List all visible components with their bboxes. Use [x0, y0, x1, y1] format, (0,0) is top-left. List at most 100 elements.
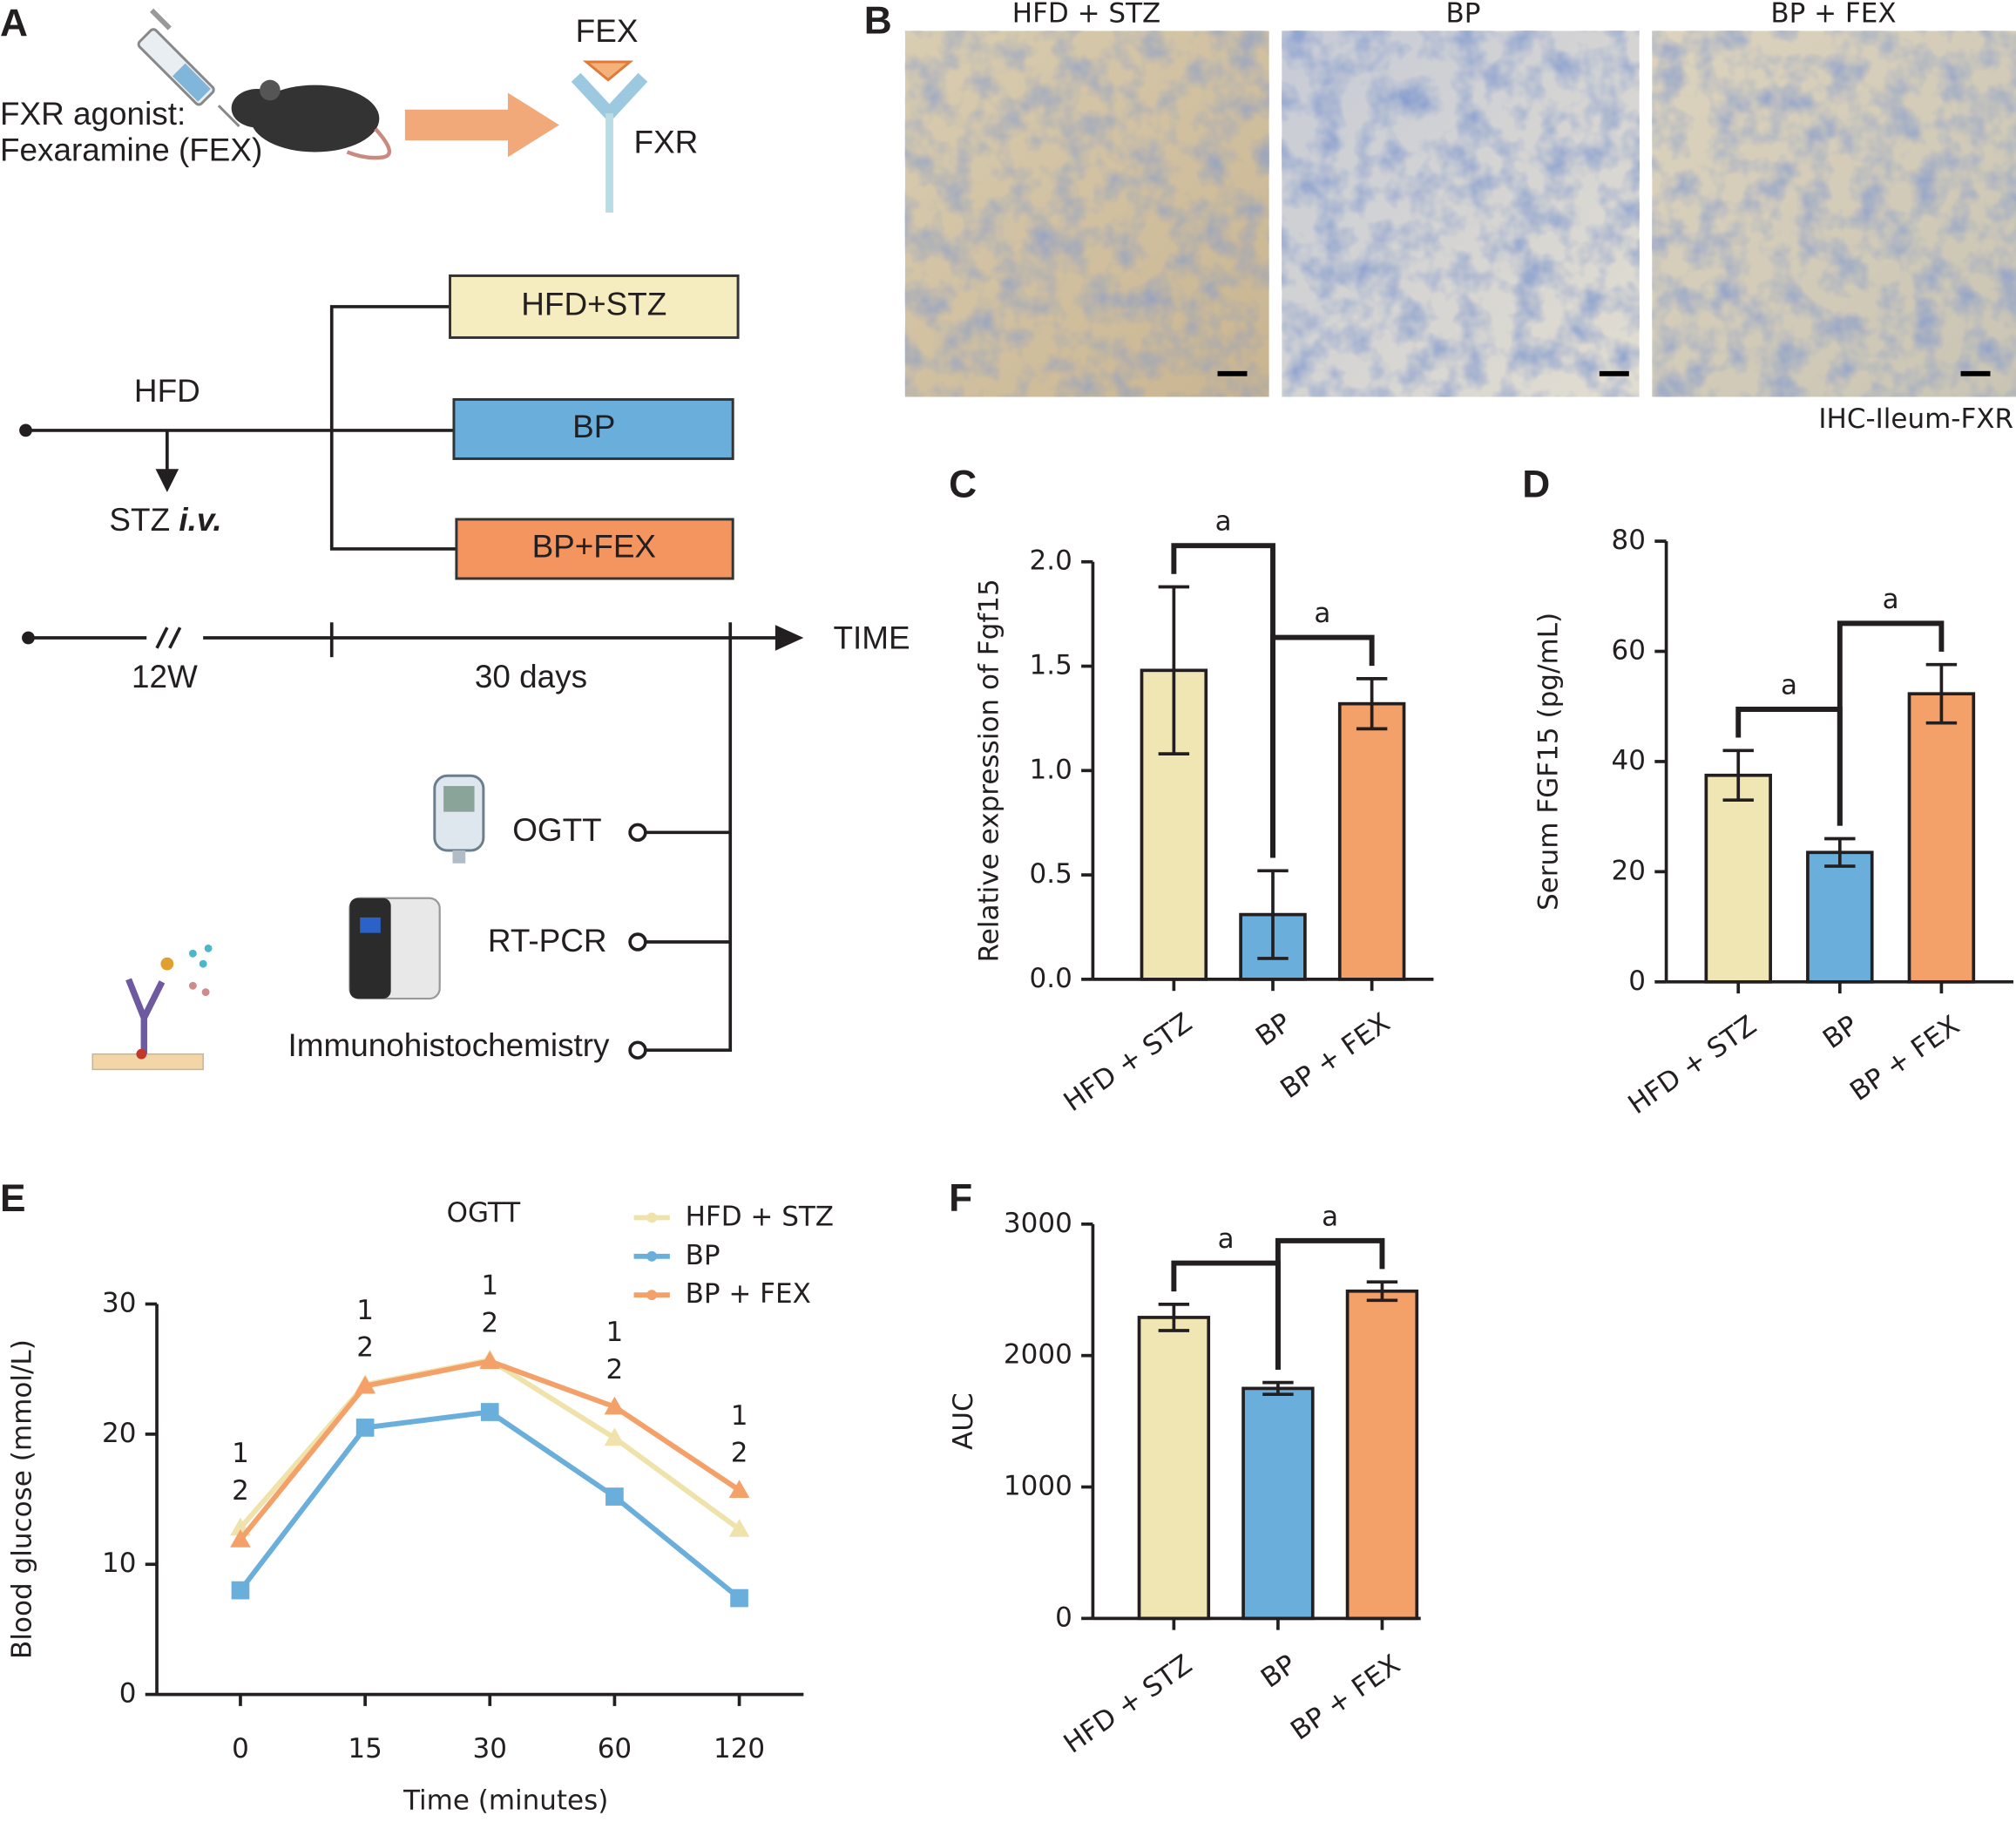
y-tick-label: 20 — [102, 1418, 136, 1449]
y-tick-label: 3000 — [1004, 1208, 1072, 1239]
group-box — [455, 518, 734, 580]
bar — [1337, 701, 1406, 981]
error-bar — [1158, 1303, 1190, 1332]
marker — [605, 1487, 624, 1506]
arrow — [775, 625, 804, 651]
annotation: 2 — [356, 1332, 374, 1364]
panel-label: D — [1522, 464, 1550, 506]
micrograph-title: BP + FEX — [1770, 0, 1896, 29]
diagram-text: FXR — [634, 124, 699, 159]
marker — [728, 1480, 750, 1498]
diagram-text: 12W — [132, 659, 198, 694]
x-axis-label: Time (minutes) — [403, 1785, 608, 1816]
legend-swatch — [646, 1290, 658, 1301]
assay-label: OGTT — [512, 812, 601, 848]
significance-bracket — [1837, 620, 1945, 826]
significance-label: a — [1218, 1223, 1235, 1255]
y-tick-label: 1000 — [1004, 1470, 1072, 1501]
pcr-machine-icon — [348, 897, 441, 1000]
annotation: 1 — [731, 1400, 748, 1432]
annotation: 1 — [481, 1270, 498, 1301]
caption: IHC-Ileum-FXR — [1818, 403, 2013, 435]
assay-label: Immunohistochemistry — [288, 1027, 610, 1063]
marker — [728, 1519, 750, 1537]
x-tick-label: HFD + STZ — [1059, 1007, 1198, 1118]
panel-label: A — [0, 2, 28, 44]
error-bar — [1257, 869, 1289, 960]
micrograph-title: HFD + STZ — [1012, 0, 1160, 29]
marker — [230, 1529, 251, 1548]
micrograph-texture — [1652, 30, 2016, 397]
marker — [480, 1403, 499, 1421]
micrograph-title: BP — [1445, 0, 1480, 29]
diagram-text: FXR agonist: — [0, 96, 186, 132]
significance-bracket — [1270, 634, 1375, 858]
marker — [730, 1588, 748, 1608]
y-tick-label: 20 — [1612, 855, 1646, 886]
group-box — [449, 274, 740, 339]
x-tick-label: BP — [1255, 1649, 1302, 1694]
marker — [231, 1581, 250, 1600]
marker — [355, 1375, 375, 1394]
marker — [355, 1419, 375, 1437]
error-bar — [1356, 677, 1388, 731]
diagram-text: FEX — [576, 13, 639, 49]
y-tick-label: 40 — [1612, 745, 1646, 776]
y-tick-label: 0 — [1628, 965, 1646, 997]
y-tick-label: 80 — [1612, 525, 1646, 556]
significance-label: a — [1215, 506, 1232, 538]
x-tick-label: 30 — [473, 1733, 507, 1764]
legend-swatch — [646, 1250, 658, 1262]
group-label: HFD+STZ — [521, 287, 666, 322]
series-line — [238, 1358, 741, 1541]
annotation: 1 — [606, 1317, 624, 1348]
x-tick-label: BP — [1250, 1007, 1296, 1053]
histology: HFD + STZ BP BP + FEX IHC-Ileum-FXR — [904, 0, 2016, 435]
x-tick-label: 60 — [598, 1733, 632, 1764]
annotation: 2 — [606, 1354, 624, 1385]
y-axis-label: AUC — [948, 1392, 979, 1450]
x-tick-label: 0 — [232, 1733, 249, 1764]
antibody-icon — [91, 944, 213, 1071]
bar — [1137, 1316, 1211, 1621]
timeline-break — [168, 627, 182, 649]
chart-title: OGTT — [447, 1197, 522, 1229]
x-tick-label: 120 — [714, 1733, 765, 1764]
node — [628, 1040, 647, 1060]
node — [628, 823, 647, 843]
group-box — [452, 397, 734, 460]
error-bar — [1366, 1280, 1398, 1303]
error-bar — [1925, 662, 1958, 725]
y-tick-label: 0 — [119, 1678, 137, 1710]
y-tick-label: 30 — [102, 1288, 136, 1319]
legend-swatch — [646, 1212, 658, 1223]
y-axis-label: Serum FGF15 (pg/mL) — [1532, 613, 1564, 911]
assay-label: RT-PCR — [488, 923, 607, 958]
x-tick-label: HFD + STZ — [1059, 1649, 1198, 1759]
annotation: 2 — [731, 1438, 748, 1469]
y-tick-label: 1.0 — [1030, 754, 1072, 785]
diagram-text: HFD — [134, 373, 200, 409]
bar — [1704, 773, 1772, 984]
panel-label: B — [864, 0, 892, 42]
marker — [604, 1396, 626, 1415]
panel-label: C — [949, 464, 977, 506]
x-tick-label: HFD + STZ — [1622, 1010, 1762, 1121]
bar — [1345, 1289, 1419, 1621]
micrograph-texture — [1282, 30, 1640, 397]
diagram-text: 30 days — [475, 659, 587, 694]
x-tick-label: BP + FEX — [1844, 1010, 1965, 1107]
error-bar — [1262, 1380, 1294, 1397]
diagram-text: STZ — [109, 502, 170, 538]
annotation: 2 — [481, 1307, 498, 1338]
x-tick-label: BP — [1817, 1010, 1864, 1055]
error-bar — [1158, 585, 1190, 755]
y-tick-label: 10 — [102, 1548, 136, 1579]
significance-label: a — [1314, 598, 1330, 629]
legend-label: BP — [686, 1240, 720, 1271]
y-axis-label: Blood glucose (mmol/L) — [7, 1339, 38, 1659]
diagram: FXR agonist: Fexaramine (FEX) FEX FXR HF… — [0, 8, 910, 1071]
micrograph-texture — [904, 30, 1269, 397]
legend-label: BP + FEX — [686, 1278, 811, 1310]
y-tick-label: 1.5 — [1030, 650, 1072, 681]
